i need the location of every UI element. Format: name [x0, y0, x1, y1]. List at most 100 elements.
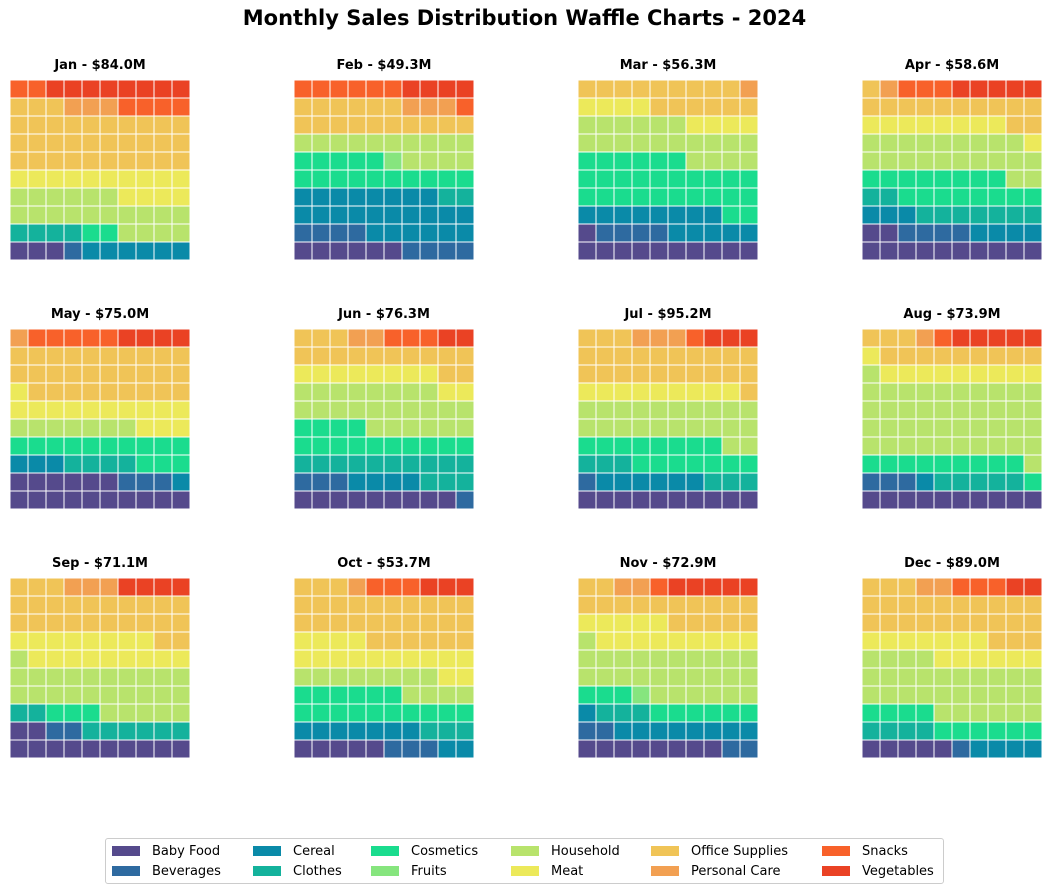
waffle-cell: [1023, 223, 1042, 243]
waffle-cell: [329, 739, 349, 758]
waffle-cell: [951, 223, 971, 243]
waffle-cell: [703, 613, 723, 633]
waffle-cell: [703, 490, 723, 509]
legend-label: Beverages: [152, 863, 221, 879]
waffle-cell: [915, 454, 935, 474]
waffle-cell: [365, 649, 385, 669]
waffle-cell: [117, 631, 137, 651]
waffle-cell: [613, 187, 633, 207]
waffle-cell: [401, 241, 421, 260]
waffle-cell: [721, 631, 741, 651]
legend-label: Snacks: [862, 843, 908, 859]
waffle-cell: [667, 578, 687, 597]
waffle-cell: [99, 133, 119, 153]
waffle-cell: [1023, 703, 1042, 723]
waffle-cell: [595, 205, 615, 225]
waffle-cell: [685, 685, 705, 705]
waffle-cell: [862, 721, 881, 741]
waffle-cell: [578, 80, 597, 99]
waffle-cell: [649, 382, 669, 402]
waffle-cell: [365, 382, 385, 402]
waffle-cell: [862, 454, 881, 474]
waffle-cell: [45, 703, 65, 723]
waffle-cell: [27, 205, 47, 225]
waffle-cell: [45, 631, 65, 651]
waffle-cell: [578, 703, 597, 723]
waffle-cell: [613, 703, 633, 723]
waffle-cell: [329, 80, 349, 99]
waffle-cell: [933, 703, 953, 723]
legend-item: Personal Care: [651, 862, 781, 880]
waffle-cell: [879, 631, 899, 651]
waffle-cell: [613, 631, 633, 651]
waffle-cell: [401, 472, 421, 492]
waffle-cell: [578, 364, 597, 384]
waffle-cell: [951, 364, 971, 384]
waffle-cell: [703, 169, 723, 189]
waffle-cell: [631, 400, 651, 420]
waffle-cell: [294, 187, 313, 207]
waffle-cell: [721, 613, 741, 633]
waffle-cell: [455, 346, 474, 366]
waffle-cell: [171, 454, 190, 474]
waffle-cell: [329, 400, 349, 420]
waffle-cell: [613, 97, 633, 117]
waffle-cell: [915, 169, 935, 189]
waffle-cell: [667, 685, 687, 705]
waffle-cell: [595, 613, 615, 633]
waffle-cell: [578, 223, 597, 243]
waffle-cell: [153, 613, 173, 633]
waffle-cell: [613, 595, 633, 615]
waffle-cell: [117, 667, 137, 687]
waffle-cell: [578, 578, 597, 597]
waffle-cell: [703, 346, 723, 366]
waffle-cell: [401, 721, 421, 741]
waffle-cell: [1005, 329, 1025, 348]
waffle-cell: [10, 329, 29, 348]
waffle-cell: [437, 454, 457, 474]
waffle-cell: [383, 436, 403, 456]
waffle-cell: [862, 115, 881, 135]
waffle-cell: [10, 739, 29, 758]
waffle-cell: [99, 685, 119, 705]
waffle-cell: [578, 436, 597, 456]
waffle-cell: [294, 667, 313, 687]
waffle-cell: [437, 649, 457, 669]
waffle-cell: [1023, 578, 1042, 597]
waffle-grid: [862, 329, 1042, 509]
waffle-cell: [649, 454, 669, 474]
waffle-cell: [915, 595, 935, 615]
waffle-cell: [915, 703, 935, 723]
waffle-cell: [401, 595, 421, 615]
panel-title: Aug - $73.9M: [903, 307, 1001, 322]
waffle-cell: [685, 490, 705, 509]
waffle-cell: [879, 490, 899, 509]
waffle-cell: [117, 418, 137, 438]
waffle-cell: [117, 739, 137, 758]
waffle-cell: [595, 721, 615, 741]
waffle-cell: [171, 578, 190, 597]
waffle-cell: [419, 205, 439, 225]
waffle-cell: [969, 613, 989, 633]
waffle-cell: [703, 382, 723, 402]
waffle-cell: [631, 739, 651, 758]
waffle-cell: [578, 613, 597, 633]
waffle-cell: [1005, 631, 1025, 651]
waffle-cell: [879, 329, 899, 348]
waffle-cell: [81, 595, 101, 615]
waffle-cell: [63, 613, 83, 633]
waffle-cell: [455, 703, 474, 723]
waffle-cell: [685, 382, 705, 402]
waffle-cell: [81, 241, 101, 260]
legend-label: Vegetables: [862, 863, 934, 879]
waffle-cell: [171, 241, 190, 260]
waffle-cell: [667, 97, 687, 117]
waffle-cell: [667, 151, 687, 171]
waffle-cell: [721, 739, 741, 758]
waffle-cell: [969, 223, 989, 243]
waffle-cell: [862, 436, 881, 456]
waffle-cell: [117, 613, 137, 633]
waffle-cell: [171, 151, 190, 171]
waffle-cell: [117, 97, 137, 117]
waffle-cell: [951, 739, 971, 758]
